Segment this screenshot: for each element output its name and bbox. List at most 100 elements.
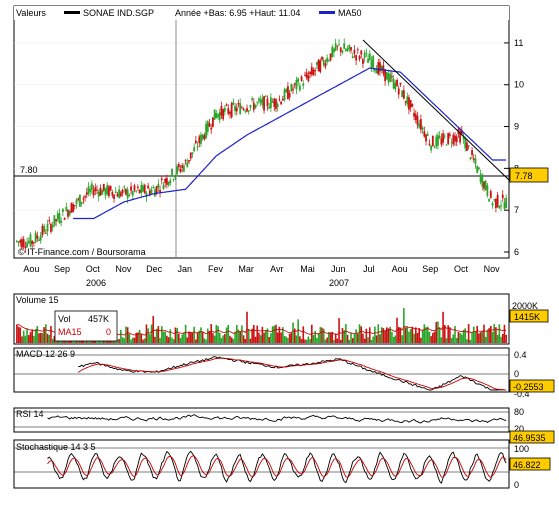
candle-body: [138, 189, 141, 194]
candle-body: [387, 73, 390, 83]
candle-body: [351, 56, 354, 58]
candle-body: [437, 135, 439, 146]
stoch-k-line: [47, 450, 507, 484]
volume-bar: [266, 328, 269, 343]
volume-bar: [423, 324, 426, 343]
candle-body: [225, 104, 228, 106]
candle-body: [505, 197, 508, 209]
volume-bar: [186, 337, 189, 343]
candle-body: [198, 136, 201, 144]
candle-body: [297, 78, 300, 83]
candle-body: [80, 201, 83, 204]
volume-bar: [160, 326, 163, 343]
volume-bar: [224, 334, 226, 343]
volume-bar: [432, 332, 434, 343]
volume-bar: [220, 338, 223, 343]
candle-body: [230, 103, 233, 118]
candle-body: [251, 98, 254, 100]
candle-body: [33, 242, 35, 244]
candle-body: [89, 189, 92, 193]
volume-bar: [200, 327, 202, 343]
candle-body: [82, 198, 85, 200]
volume-bar: [416, 333, 419, 343]
candle-body: [402, 90, 405, 99]
volume-bar: [360, 326, 363, 343]
candle-body: [495, 198, 497, 208]
volume-bar: [259, 335, 262, 343]
volume-bar: [377, 324, 380, 343]
volume-bar: [48, 335, 51, 343]
candle-body: [145, 192, 148, 198]
candle-body: [356, 49, 359, 51]
volume-bar: [467, 324, 470, 343]
volume-bar: [235, 325, 238, 343]
volume-bar: [149, 334, 151, 343]
price-candles: [15, 38, 508, 253]
candle-body: [273, 98, 276, 107]
volume-bar: [138, 329, 141, 343]
volume-bar: [45, 324, 47, 343]
volume-bar: [316, 338, 318, 343]
year-label-2007: 2007: [329, 278, 349, 288]
candle-body: [350, 47, 352, 51]
volume-bar: [41, 333, 44, 343]
candle-body: [344, 49, 347, 52]
volume-bar: [118, 339, 120, 343]
candle-body: [362, 59, 364, 64]
rsi-title: RSI 14: [16, 409, 44, 419]
month-label: Nov: [484, 264, 501, 274]
candle-body: [321, 56, 323, 60]
volume-bar: [384, 330, 386, 343]
volume-bar: [491, 332, 494, 343]
volume-title: Volume 15: [16, 295, 59, 305]
price-y-tick-label: 11: [514, 38, 523, 48]
candle-body: [327, 60, 330, 62]
candle-body: [377, 62, 380, 75]
candle-body: [484, 180, 487, 190]
candle-body: [159, 189, 161, 193]
candle-body: [442, 133, 444, 143]
candle-body: [464, 137, 467, 149]
candle-body: [443, 135, 446, 137]
volume-bar: [304, 339, 306, 343]
macd-last-value: -0.2553: [513, 382, 544, 392]
rsi-last-value: 46.9535: [513, 433, 546, 443]
candle-body: [215, 113, 218, 119]
candle-body: [51, 224, 54, 228]
volume-bar: [19, 327, 22, 343]
candle-body: [90, 183, 93, 191]
volume-bar: [162, 331, 165, 343]
candle-body: [160, 178, 163, 181]
candle-body: [118, 189, 121, 199]
volume-bar: [495, 327, 497, 343]
volume-bar: [355, 329, 357, 343]
volume-bar: [217, 326, 219, 343]
candle-body: [493, 199, 496, 201]
volume-bar: [232, 338, 235, 343]
candle-body: [489, 191, 492, 198]
candle-body: [481, 174, 484, 187]
candle-body: [312, 69, 315, 76]
candle-body: [448, 134, 451, 136]
candle-body: [142, 185, 144, 192]
volume-bar: [421, 330, 424, 343]
candle-body: [130, 186, 132, 191]
candle-body: [392, 78, 395, 89]
price-last-value: 7.78: [515, 171, 533, 181]
volume-bar: [195, 339, 197, 343]
ma50-legend-swatch: [319, 11, 335, 14]
volume-bar: [270, 333, 272, 343]
candle-body: [252, 102, 255, 110]
stoch-tick-0: 0: [514, 480, 519, 490]
candle-body: [370, 60, 373, 69]
candle-body: [292, 88, 294, 91]
candle-body: [474, 158, 477, 164]
volume-bar: [490, 325, 492, 343]
candle-body: [450, 142, 453, 144]
candle-body: [19, 240, 22, 243]
volume-bar: [418, 328, 420, 343]
volume-bar: [341, 327, 344, 343]
volume-bar: [459, 333, 461, 343]
macd-panel: MACD 12 26 9 0.4 0 -0.4 -0.2553: [13, 347, 555, 399]
candle-body: [343, 43, 346, 49]
